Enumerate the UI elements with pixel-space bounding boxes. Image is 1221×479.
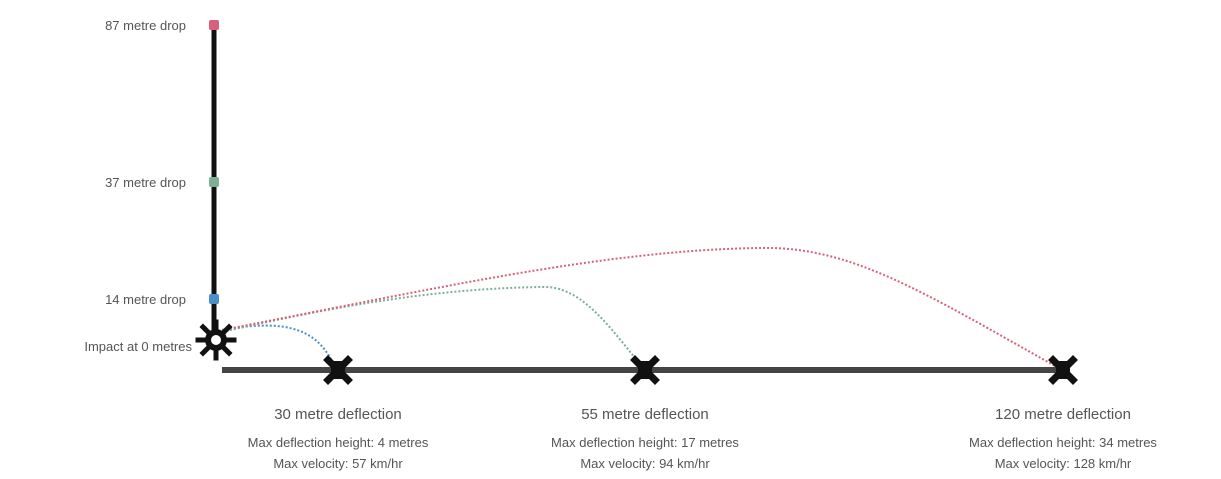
drop-marker-37m: 37 metre drop	[105, 175, 219, 190]
drop-label-87m: 87 metre drop	[105, 18, 186, 33]
drop-dot-37m	[209, 177, 219, 187]
trajectory-120m	[221, 246, 1063, 371]
drop-label-14m: 14 metre drop	[105, 292, 186, 307]
deflection-max-height: Max deflection height: 4 metres	[248, 435, 429, 450]
x-cross-icon	[630, 355, 660, 385]
drop-dot-87m	[209, 20, 219, 30]
starburst-icon	[195, 319, 237, 361]
deflection-max-velocity: Max velocity: 94 km/hr	[580, 456, 710, 471]
drop-marker-14m: 14 metre drop	[105, 292, 219, 307]
deflection-max-velocity: Max velocity: 57 km/hr	[273, 456, 403, 471]
x-cross-icon	[323, 355, 353, 385]
deflection-title: 120 metre deflection	[995, 406, 1131, 423]
x-cross-icon	[1048, 355, 1078, 385]
drop-marker-87m: 87 metre drop	[105, 18, 219, 33]
deflection-caption-30m: 30 metre deflection Max deflection heigh…	[248, 406, 429, 471]
impact-label: Impact at 0 metres	[84, 339, 192, 354]
deflection-max-velocity: Max velocity: 128 km/hr	[995, 456, 1132, 471]
drop-label-37m: 37 metre drop	[105, 175, 186, 190]
deflection-caption-120m: 120 metre deflection Max deflection heig…	[969, 406, 1157, 471]
deflection-title: 30 metre deflection	[274, 406, 402, 423]
trajectory-55m	[221, 285, 646, 371]
deflection-title: 55 metre deflection	[581, 406, 709, 423]
trajectory-30m	[221, 324, 337, 371]
deflection-max-height: Max deflection height: 34 metres	[969, 435, 1157, 450]
deflection-caption-55m: 55 metre deflection Max deflection heigh…	[551, 406, 739, 471]
deflection-max-height: Max deflection height: 17 metres	[551, 435, 739, 450]
drop-dot-14m	[209, 294, 219, 304]
